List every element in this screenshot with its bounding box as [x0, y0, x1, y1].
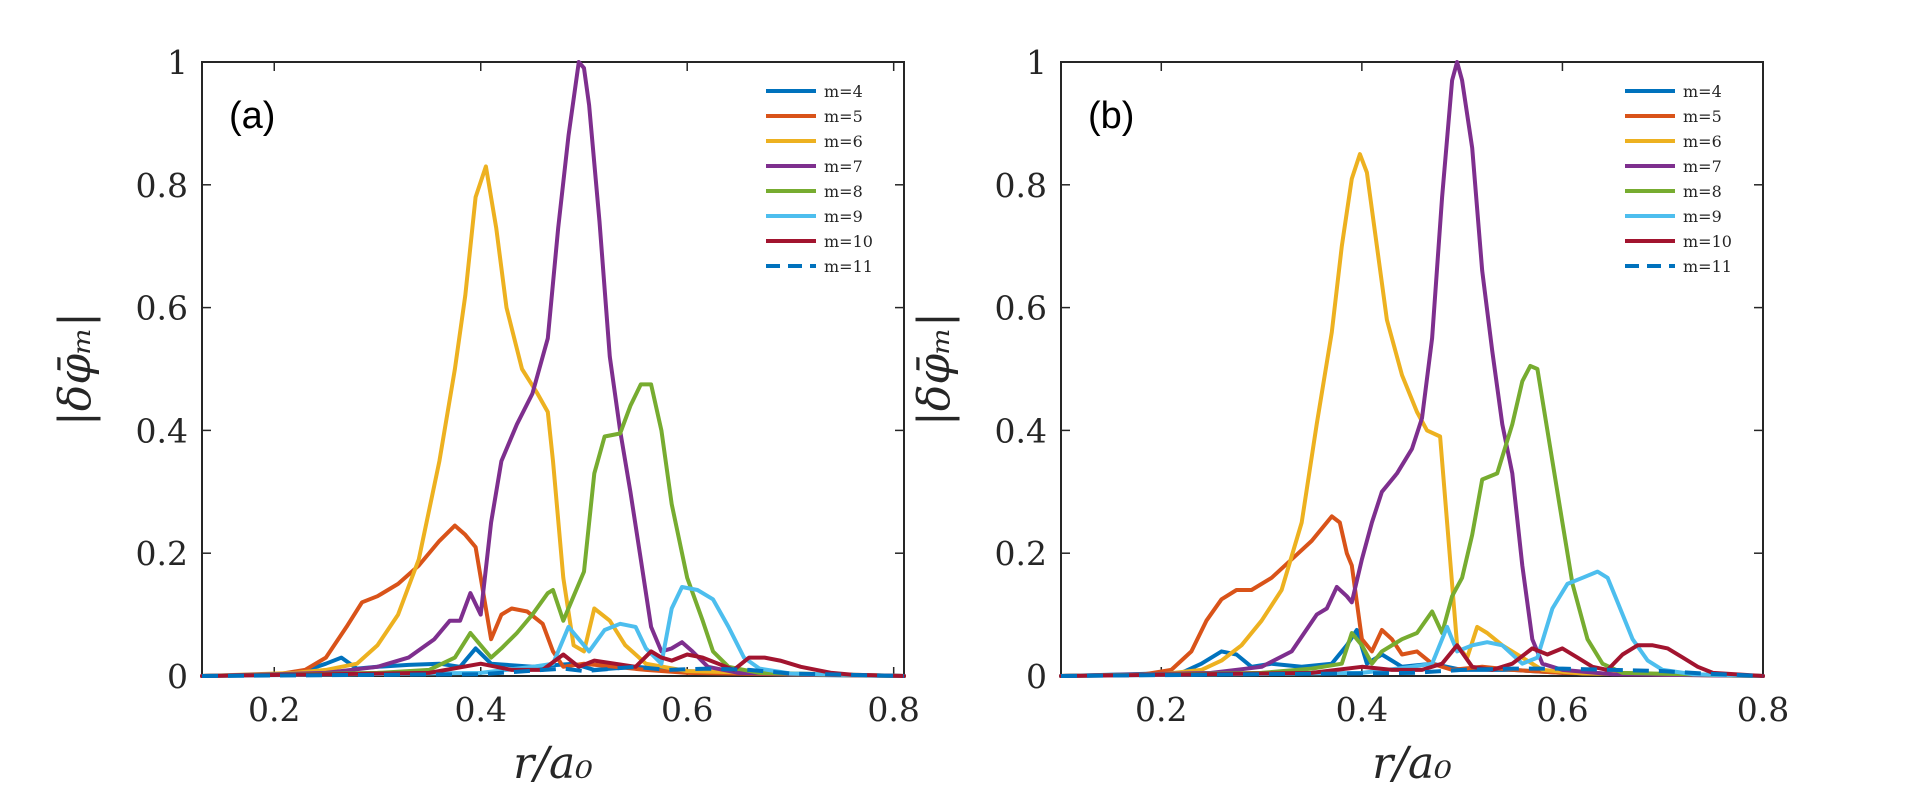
x-tick-label: 0.2 — [1135, 690, 1187, 729]
y-tick-label: 0.2 — [995, 534, 1047, 573]
legend-entry-label: m=4 — [1683, 82, 1722, 101]
plot-frame — [1060, 61, 1764, 677]
panel-label: (a) — [229, 95, 275, 137]
y-tick-label: 0.6 — [136, 289, 188, 328]
y-axis-label: |δφ̄ₘ| — [909, 312, 960, 426]
series-line-m-7 — [200, 60, 906, 678]
legend-entry-label: m=7 — [1683, 157, 1722, 176]
legend-entry-label: m=6 — [1683, 132, 1722, 151]
legend-entry-label: m=11 — [824, 257, 873, 276]
y-axis-label: |δφ̄ₘ| — [50, 312, 101, 426]
series-line-m-6 — [200, 164, 906, 678]
legend-entry-label: m=10 — [1683, 232, 1732, 251]
y-tick-label: 0.4 — [995, 411, 1047, 450]
chart-panel-a: 0.2 0.4 0.6 0.8 0 0.2 0.4 0.6 0.8 1 r/a₀ |δφ̄ₘ| (a) m… — [50, 43, 920, 789]
x-tick-label: 0.6 — [661, 690, 713, 729]
legend-entry-label: m=5 — [824, 107, 863, 126]
legend-entry-label: m=8 — [1683, 182, 1722, 201]
y-tick-label: 1 — [167, 43, 188, 82]
series-line-m-9 — [1059, 569, 1765, 678]
legend-entry-label: m=8 — [824, 182, 863, 201]
series-line-m-11 — [201, 664, 905, 678]
y-tick-label: 0.8 — [995, 166, 1047, 205]
series-line-m-9 — [200, 585, 906, 678]
series-line-m-5 — [1059, 514, 1765, 678]
series-line-m-8 — [200, 382, 906, 678]
series-line-m-8 — [1059, 363, 1765, 678]
x-axis-label: r/a₀ — [513, 738, 593, 789]
series-line-m-6 — [1059, 152, 1765, 678]
series-line-m-11 — [1060, 666, 1764, 678]
y-tick-label: 0.2 — [136, 534, 188, 573]
x-tick-label: 0.8 — [1737, 690, 1789, 729]
plot-frame — [201, 61, 905, 677]
legend-entry-label: m=5 — [1683, 107, 1722, 126]
legend-entry-label: m=9 — [824, 207, 863, 226]
y-tick-label: 0 — [167, 657, 188, 696]
y-tick-label: 0 — [1026, 657, 1047, 696]
legend-entry-label: m=6 — [824, 132, 863, 151]
legend-entry-label: m=10 — [824, 232, 873, 251]
x-tick-label: 0.2 — [248, 690, 300, 729]
chart-panel-b: 0.2 0.4 0.6 0.8 0 0.2 0.4 0.6 0.8 1 r/a₀ |δφ̄ₘ| (b) m… — [909, 43, 1789, 789]
panel-label: (b) — [1088, 95, 1134, 137]
series-line-m-10 — [200, 649, 906, 678]
y-tick-label: 0.4 — [136, 411, 188, 450]
x-tick-label: 0.8 — [867, 690, 919, 729]
series-line-m-10 — [1059, 643, 1765, 678]
y-tick-label: 0.6 — [995, 289, 1047, 328]
legend-entry-label: m=9 — [1683, 207, 1722, 226]
legend-entry-label: m=11 — [1683, 257, 1732, 276]
y-tick-label: 1 — [1026, 43, 1047, 82]
x-axis-label: r/a₀ — [1372, 738, 1452, 789]
legend-entry-label: m=7 — [824, 157, 863, 176]
x-tick-label: 0.4 — [1336, 690, 1388, 729]
legend-entry-label: m=4 — [824, 82, 863, 101]
series-line-m-7 — [1059, 60, 1765, 678]
x-tick-label: 0.6 — [1536, 690, 1588, 729]
x-tick-label: 0.4 — [454, 690, 506, 729]
y-tick-label: 0.8 — [136, 166, 188, 205]
